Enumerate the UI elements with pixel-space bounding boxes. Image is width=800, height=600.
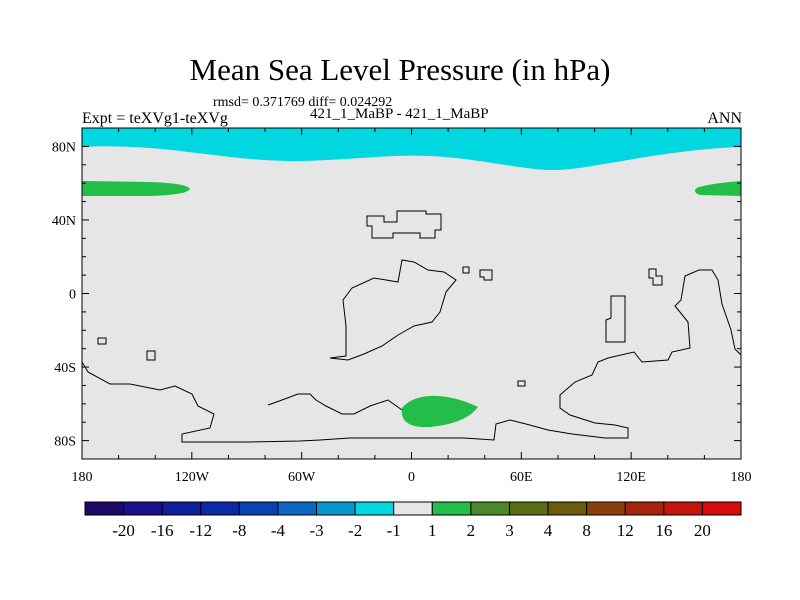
chart-subtitle: rmsd= 0.371769 diff= 0.024292: [213, 95, 393, 110]
x-tick-label: 60E: [510, 470, 533, 485]
colorbar-swatch: [624, 501, 665, 516]
colorbar-swatch: [277, 501, 318, 516]
season-label: ANN: [707, 110, 742, 127]
colorbar-label: 2: [467, 521, 476, 540]
colorbar-swatch: [123, 501, 163, 516]
coastline-southern-ocean-continent: [267, 393, 403, 415]
southern-ocean-blob: [401, 395, 478, 428]
chart-title: Mean Sea Level Pressure (in hPa): [189, 52, 611, 87]
colorbar-label: -16: [151, 521, 174, 540]
arctic-band: [82, 128, 741, 171]
x-axis: 180 120W 60W 0 60E 120E 180: [72, 128, 752, 485]
colorbar-swatch: [470, 501, 510, 516]
colorbar-swatch: [663, 501, 703, 516]
coastline-eastern-continent: [81, 269, 742, 443]
y-axis: 80N 40N 0 40S 80S: [52, 127, 741, 460]
coastline-island-5: [517, 380, 526, 387]
coastline-island-1: [462, 266, 470, 274]
colorbar-label: -20: [112, 521, 135, 540]
colorbar-label: 12: [617, 521, 634, 540]
colorbar-label: 1: [428, 521, 437, 540]
x-tick-label: 180: [731, 470, 752, 485]
coastline-central-continent: [329, 259, 457, 361]
colorbar-label: -4: [271, 521, 286, 540]
x-tick-label: 60W: [288, 470, 316, 485]
y-tick-label: 40N: [52, 214, 76, 229]
y-tick-label: 80S: [54, 435, 76, 450]
colorbar-swatch: [586, 501, 626, 516]
colorbar-swatch: [354, 501, 395, 516]
colorbar-label: 3: [505, 521, 514, 540]
coastline-island-6: [648, 268, 663, 286]
colorbar-swatch: [238, 501, 279, 516]
colorbar-label: 16: [655, 521, 672, 540]
y-tick-label: 0: [69, 288, 76, 303]
coastline-island-4: [146, 350, 156, 361]
coastline-island-2: [479, 269, 493, 281]
coastline-northern-continent: [366, 210, 442, 239]
colorbar-label: -1: [387, 521, 401, 540]
case-label: 421_1_MaBP - 421_1_MaBP: [310, 106, 489, 122]
colorbar-label: 4: [544, 521, 553, 540]
y-tick-label: 40S: [54, 361, 76, 376]
colorbar-label: 20: [694, 521, 711, 540]
colorbar-label: 8: [582, 521, 591, 540]
x-tick-label: 180: [72, 470, 93, 485]
colorbar-swatch: [84, 501, 125, 516]
colorbar-swatch: [316, 501, 356, 516]
coastlines: [81, 210, 742, 443]
y-tick-label: 80N: [52, 140, 76, 155]
coastline-island-3: [97, 337, 107, 345]
coastline-island-7: [605, 295, 626, 343]
x-tick-label: 120E: [616, 470, 646, 485]
pacific-high-east: [694, 181, 741, 196]
colorbar-swatch: [393, 501, 433, 516]
pacific-high-west: [82, 181, 190, 196]
x-tick-label: 120W: [175, 470, 210, 485]
colorbar-swatch: [701, 501, 742, 516]
colorbar: -20 -16 -12 -8 -4 -3 -2 -1 1 2 3 4 8 12 16 20: [84, 501, 742, 540]
colorbar-swatch: [200, 501, 240, 516]
x-tick-label: 0: [408, 470, 415, 485]
colorbar-swatch: [161, 501, 202, 516]
colorbar-label: -2: [348, 521, 362, 540]
colorbar-swatch: [431, 501, 472, 516]
colorbar-label: -8: [232, 521, 246, 540]
colorbar-swatch: [547, 501, 588, 516]
colorbar-label: -3: [309, 521, 323, 540]
experiment-label: Expt = teXVg1-teXVg: [82, 110, 228, 127]
colorbar-swatch: [508, 501, 549, 516]
colorbar-label: -12: [189, 521, 212, 540]
